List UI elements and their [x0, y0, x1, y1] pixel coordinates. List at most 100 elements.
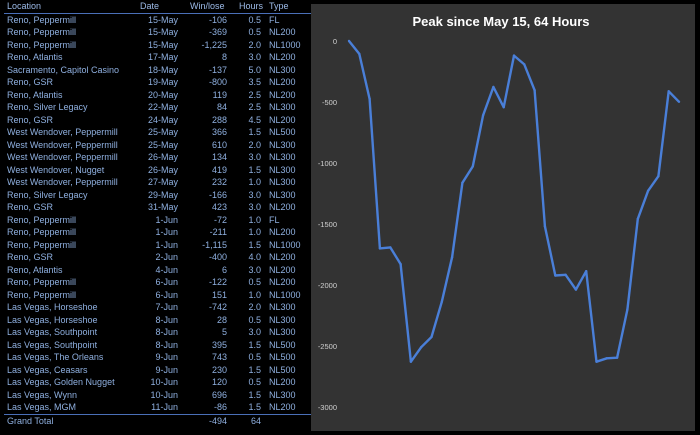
location-cell[interactable]: Las Vegas, The Orleans — [7, 352, 104, 362]
type-cell[interactable]: NL200 — [269, 114, 296, 125]
win-lose-cell[interactable]: -1,225 — [201, 39, 227, 50]
hours-cell[interactable]: 0.5 — [248, 277, 261, 287]
hours-cell[interactable]: 0.5 — [248, 27, 261, 37]
header-hours[interactable]: Hours — [231, 0, 265, 14]
win-lose-cell[interactable]: 696 — [211, 389, 227, 400]
location-cell[interactable]: West Wendover, Nugget — [7, 164, 105, 175]
type-cell[interactable]: NL300 — [269, 302, 296, 312]
type-cell[interactable]: NL300 — [269, 164, 296, 175]
hours-cell[interactable]: 2.5 — [248, 89, 261, 100]
win-lose-cell[interactable]: 119 — [212, 89, 227, 100]
type-cell[interactable]: FL — [269, 214, 280, 225]
hours-cell[interactable]: 2.0 — [248, 139, 261, 150]
location-cell[interactable]: Reno, Peppermill — [7, 289, 77, 300]
hours-cell[interactable]: 1.0 — [248, 289, 261, 300]
type-cell[interactable]: NL300 — [269, 389, 296, 400]
date-cell[interactable]: 17-May — [147, 52, 178, 62]
win-lose-cell[interactable]: 232 — [211, 177, 227, 187]
header-date[interactable]: Date — [132, 0, 182, 14]
date-cell[interactable]: 15-May — [147, 39, 178, 50]
total-type[interactable] — [265, 413, 317, 427]
win-lose-cell[interactable]: -211 — [209, 227, 227, 237]
hours-cell[interactable]: 5.0 — [248, 64, 261, 75]
win-lose-cell[interactable]: 419 — [211, 164, 227, 175]
win-lose-cell[interactable]: -106 — [208, 14, 227, 25]
date-cell[interactable]: 15-May — [147, 14, 178, 25]
date-cell[interactable]: 6-Jun — [155, 277, 178, 287]
date-cell[interactable]: 26-May — [147, 164, 178, 175]
date-cell[interactable]: 20-May — [147, 89, 178, 100]
location-cell[interactable]: Reno, Atlantis — [7, 264, 63, 275]
hours-cell[interactable]: 1.5 — [248, 402, 261, 412]
date-cell[interactable]: 7-Jun — [155, 302, 178, 312]
type-cell[interactable]: NL300 — [269, 102, 296, 112]
date-cell[interactable]: 29-May — [147, 189, 178, 200]
win-lose-cell[interactable]: -800 — [208, 77, 227, 87]
hours-cell[interactable]: 3.0 — [248, 189, 261, 200]
type-cell[interactable]: NL300 — [269, 177, 296, 187]
date-cell[interactable]: 4-Jun — [155, 264, 178, 275]
win-lose-cell[interactable]: -122 — [208, 277, 227, 287]
win-lose-cell[interactable]: 8 — [221, 52, 227, 62]
type-cell[interactable]: NL500 — [269, 352, 296, 362]
location-cell[interactable]: Reno, Silver Legacy — [7, 102, 88, 112]
date-cell[interactable]: 8-Jun — [155, 327, 178, 337]
date-cell[interactable]: 15-May — [147, 27, 178, 37]
hours-cell[interactable]: 0.5 — [248, 352, 261, 362]
location-cell[interactable]: West Wendover, Peppermill — [7, 127, 118, 137]
location-cell[interactable]: Reno, GSR — [7, 77, 54, 87]
win-lose-cell[interactable]: 743 — [211, 352, 227, 362]
hours-cell[interactable]: 0.5 — [248, 377, 261, 387]
hours-cell[interactable]: 1.5 — [248, 339, 261, 350]
date-cell[interactable]: 24-May — [147, 114, 178, 125]
type-cell[interactable]: FL — [269, 14, 280, 25]
location-cell[interactable]: Las Vegas, Ceasars — [7, 364, 88, 375]
header-type[interactable]: Type — [265, 0, 317, 14]
location-cell[interactable]: Reno, Atlantis — [7, 89, 63, 100]
location-cell[interactable]: Reno, Peppermill — [7, 239, 77, 250]
date-cell[interactable]: 25-May — [147, 127, 178, 137]
location-cell[interactable]: Las Vegas, Horseshoe — [7, 314, 98, 325]
date-cell[interactable]: 10-Jun — [150, 377, 178, 387]
win-lose-cell[interactable]: 395 — [211, 339, 227, 350]
hours-cell[interactable]: 1.0 — [248, 227, 261, 237]
type-cell[interactable]: NL500 — [269, 127, 296, 137]
location-cell[interactable]: Reno, Peppermill — [7, 214, 77, 225]
hours-cell[interactable]: 2.0 — [248, 302, 261, 312]
location-cell[interactable]: Reno, Peppermill — [7, 27, 77, 37]
type-cell[interactable]: NL200 — [269, 264, 296, 275]
location-cell[interactable]: West Wendover, Peppermill — [7, 139, 118, 150]
type-cell[interactable]: NL200 — [269, 227, 296, 237]
win-lose-cell[interactable]: -742 — [208, 302, 227, 312]
win-lose-cell[interactable]: 5 — [221, 327, 227, 337]
hours-cell[interactable]: 2.5 — [248, 102, 261, 112]
hours-cell[interactable]: 4.5 — [248, 114, 261, 125]
type-cell[interactable]: NL500 — [269, 339, 296, 350]
location-cell[interactable]: Reno, Peppermill — [7, 14, 77, 25]
total-label[interactable]: Grand Total — [4, 413, 132, 427]
date-cell[interactable]: 19-May — [147, 77, 178, 87]
type-cell[interactable]: NL300 — [269, 64, 296, 75]
date-cell[interactable]: 22-May — [147, 102, 178, 112]
hours-cell[interactable]: 1.5 — [248, 164, 261, 175]
hours-cell[interactable]: 3.0 — [248, 52, 261, 62]
hours-cell[interactable]: 1.0 — [248, 177, 261, 187]
hours-cell[interactable]: 2.0 — [248, 39, 261, 50]
win-lose-cell[interactable]: 84 — [216, 102, 227, 112]
type-cell[interactable]: NL300 — [269, 327, 296, 337]
win-lose-cell[interactable]: 288 — [211, 114, 227, 125]
hours-cell[interactable]: 3.0 — [248, 327, 261, 337]
location-cell[interactable]: Reno, GSR — [7, 202, 54, 212]
location-cell[interactable]: Las Vegas, MGM — [7, 402, 77, 412]
win-lose-cell[interactable]: 423 — [211, 202, 227, 212]
win-lose-cell[interactable]: 134 — [211, 152, 227, 162]
date-cell[interactable]: 10-Jun — [150, 389, 178, 400]
location-cell[interactable]: Sacramento, Capitol Casino — [7, 64, 120, 75]
win-lose-cell[interactable]: 610 — [211, 139, 227, 150]
win-lose-cell[interactable]: 120 — [211, 377, 227, 387]
date-cell[interactable]: 6-Jun — [155, 289, 178, 300]
hours-cell[interactable]: 1.5 — [248, 364, 261, 375]
hours-cell[interactable]: 0.5 — [248, 314, 261, 325]
total-hours[interactable]: 64 — [231, 413, 265, 427]
type-cell[interactable]: NL200 — [269, 89, 296, 100]
